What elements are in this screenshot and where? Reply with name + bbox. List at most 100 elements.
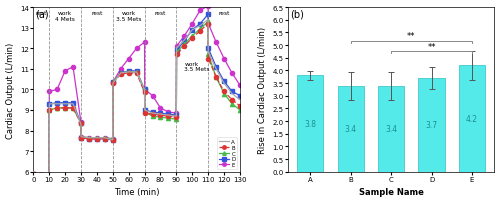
Text: 4.2: 4.2 [466, 115, 478, 123]
B [46, 174, 52, 176]
D [46, 174, 52, 176]
A [150, 112, 156, 115]
B [78, 137, 84, 139]
A [86, 137, 92, 139]
Text: 3.4: 3.4 [344, 125, 357, 134]
D [174, 50, 180, 52]
B [174, 116, 180, 119]
B [229, 99, 235, 101]
E [166, 111, 172, 114]
Text: 3.8: 3.8 [304, 120, 316, 128]
C [229, 103, 235, 105]
B [174, 54, 180, 56]
C [78, 136, 84, 138]
E [221, 58, 227, 60]
Text: **: ** [428, 42, 436, 51]
C [30, 173, 36, 175]
C [174, 52, 180, 54]
A [54, 103, 60, 105]
C [126, 71, 132, 74]
C [166, 117, 172, 120]
A [110, 83, 116, 85]
Bar [338, 86, 364, 172]
A [206, 52, 212, 54]
C [110, 138, 116, 140]
E [78, 121, 84, 124]
D [174, 114, 180, 117]
Text: rest: rest [155, 11, 166, 16]
E [142, 89, 148, 91]
B [70, 107, 76, 110]
C [62, 107, 68, 110]
A [197, 25, 203, 28]
A [166, 114, 172, 117]
A [126, 71, 132, 74]
C [134, 71, 140, 74]
D [62, 102, 68, 104]
B [150, 113, 156, 116]
E [46, 174, 52, 176]
Text: **: ** [407, 32, 416, 41]
Line: A: A [34, 20, 240, 174]
D [30, 173, 36, 175]
B [213, 76, 219, 79]
E [38, 174, 44, 176]
C [46, 174, 52, 176]
A [158, 113, 164, 116]
E [158, 107, 164, 110]
Bar [297, 76, 324, 172]
E [30, 173, 36, 175]
B [142, 92, 148, 94]
Text: (b): (b) [290, 10, 304, 20]
D [78, 123, 84, 125]
D [110, 139, 116, 141]
D [197, 23, 203, 26]
E [54, 89, 60, 91]
B [206, 58, 212, 60]
Line: B: B [31, 22, 242, 177]
Bar [378, 86, 404, 172]
C [158, 116, 164, 119]
E [205, 6, 211, 8]
E [174, 112, 180, 115]
Line: E: E [31, 5, 242, 177]
B [86, 138, 92, 140]
E [94, 137, 100, 139]
D [150, 111, 156, 114]
C [142, 91, 148, 93]
B [118, 73, 124, 76]
D [94, 138, 100, 140]
A [46, 103, 52, 105]
A [134, 71, 140, 74]
B [142, 112, 148, 115]
E [237, 85, 243, 87]
E [62, 70, 68, 73]
A [38, 173, 44, 175]
D [54, 102, 60, 104]
Line: C: C [31, 20, 242, 177]
D [102, 138, 108, 140]
Text: work
3.5 Mets: work 3.5 Mets [184, 61, 210, 72]
C [150, 115, 156, 118]
C [206, 54, 212, 56]
B [166, 115, 172, 118]
C [38, 174, 44, 176]
A [110, 139, 116, 141]
E [70, 66, 76, 69]
C [197, 28, 203, 31]
B [30, 173, 36, 175]
D [142, 89, 148, 91]
Legend: A, B, C, D, E: A, B, C, D, E [218, 138, 237, 169]
B [126, 72, 132, 75]
A [190, 29, 196, 32]
B [237, 105, 243, 107]
D [182, 41, 188, 43]
Bar [459, 66, 485, 172]
B [221, 91, 227, 93]
Y-axis label: Cardiac Output (L/min): Cardiac Output (L/min) [6, 42, 15, 138]
E [126, 58, 132, 60]
D [126, 70, 132, 73]
Text: 3.7: 3.7 [426, 121, 438, 130]
X-axis label: Sample Name: Sample Name [358, 187, 424, 197]
A [118, 72, 124, 75]
